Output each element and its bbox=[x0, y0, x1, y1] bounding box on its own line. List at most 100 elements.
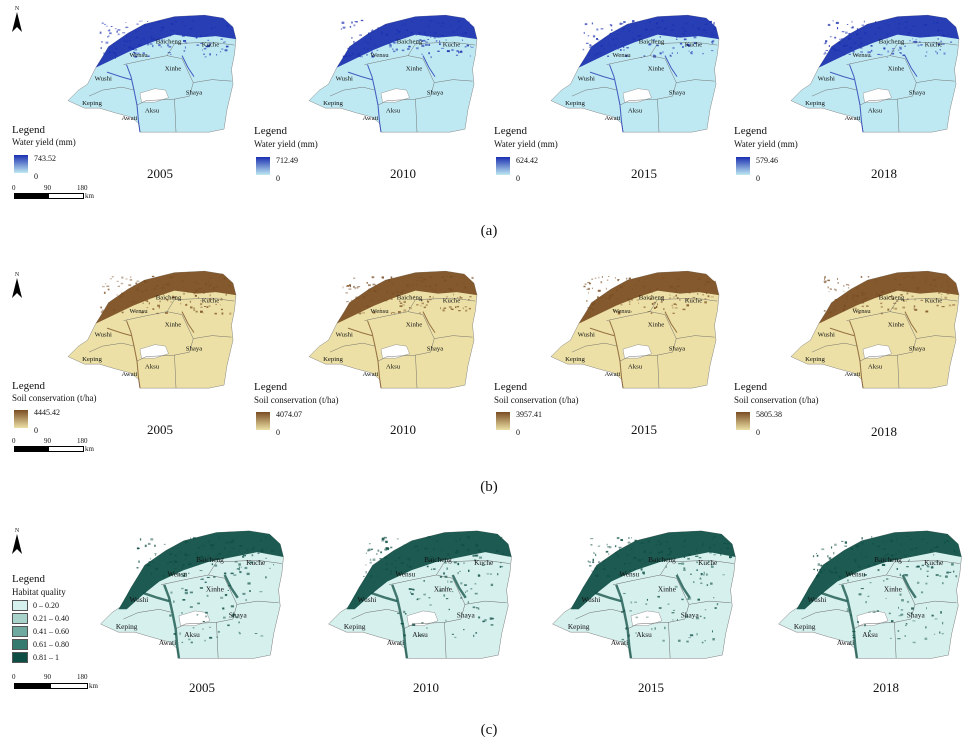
raster-pixel bbox=[482, 620, 485, 623]
raster-pixel bbox=[601, 301, 603, 303]
raster-pixel bbox=[648, 44, 651, 46]
river bbox=[609, 320, 624, 389]
raster-pixel bbox=[196, 555, 199, 558]
county-border bbox=[585, 342, 618, 347]
panel-label: (b) bbox=[480, 479, 498, 495]
raster-pixel bbox=[209, 294, 211, 297]
raster-pixel bbox=[902, 54, 906, 57]
county-border bbox=[825, 86, 858, 91]
raster-pixel bbox=[656, 44, 659, 47]
raster-pixel bbox=[614, 545, 617, 548]
raster-pixel bbox=[444, 562, 447, 564]
raster-pixel bbox=[881, 290, 884, 293]
raster-pixel bbox=[121, 311, 124, 314]
raster-pixel bbox=[681, 33, 685, 35]
raster-pixel bbox=[886, 33, 889, 36]
raster-pixel bbox=[862, 292, 866, 295]
raster-pixel bbox=[834, 571, 838, 574]
raster-pixel bbox=[221, 48, 224, 50]
raster-pixel bbox=[227, 589, 229, 591]
raster-pixel bbox=[891, 306, 894, 309]
county-border bbox=[174, 355, 177, 389]
raster-pixel bbox=[226, 24, 228, 27]
raster-pixel bbox=[699, 29, 702, 31]
raster-pixel bbox=[681, 598, 684, 601]
raster-pixel bbox=[658, 544, 662, 546]
raster-pixel bbox=[940, 296, 942, 298]
raster-pixel bbox=[209, 626, 211, 628]
raster-pixel bbox=[342, 286, 344, 289]
place-label: Keping bbox=[323, 356, 343, 363]
raster-pixel bbox=[729, 556, 732, 559]
raster-pixel bbox=[856, 28, 859, 31]
raster-pixel bbox=[169, 34, 171, 37]
legend-min: 0 bbox=[756, 428, 760, 437]
raster-pixel bbox=[216, 558, 219, 561]
place-label: Wensu bbox=[619, 570, 639, 579]
legend-title: Legend bbox=[734, 381, 767, 393]
county-border bbox=[912, 335, 955, 353]
raster-pixel bbox=[204, 277, 206, 280]
raster-pixel bbox=[838, 41, 840, 44]
raster-pixel bbox=[870, 45, 873, 47]
high-value-zone bbox=[818, 15, 959, 68]
raster-pixel bbox=[933, 546, 936, 549]
raster-pixel bbox=[591, 303, 594, 306]
raster-pixel bbox=[210, 27, 214, 29]
raster-pixel bbox=[450, 25, 452, 27]
place-label: Aksu bbox=[145, 364, 160, 371]
raster-pixel bbox=[713, 280, 716, 283]
raster-pixel bbox=[425, 285, 427, 287]
raster-pixel bbox=[464, 591, 466, 594]
county-border bbox=[388, 574, 437, 586]
raster-pixel bbox=[863, 574, 867, 576]
raster-pixel bbox=[621, 23, 624, 25]
raster-pixel bbox=[353, 41, 356, 44]
raster-pixel bbox=[941, 29, 943, 32]
raster-pixel bbox=[870, 49, 873, 52]
raster-pixel bbox=[429, 558, 433, 562]
raster-pixel bbox=[863, 20, 865, 23]
raster-pixel bbox=[395, 41, 397, 44]
county-border bbox=[811, 345, 826, 353]
raster-pixel bbox=[647, 540, 650, 543]
raster-pixel bbox=[199, 288, 202, 289]
raster-pixel bbox=[153, 287, 156, 290]
raster-pixel bbox=[591, 278, 594, 280]
raster-pixel bbox=[453, 561, 457, 564]
raster-pixel bbox=[587, 35, 590, 37]
raster-pixel bbox=[230, 605, 234, 608]
raster-pixel bbox=[173, 276, 175, 278]
raster-pixel bbox=[172, 563, 175, 565]
county-border bbox=[436, 560, 510, 576]
raster-pixel bbox=[102, 285, 105, 288]
raster-pixel bbox=[920, 44, 923, 46]
raster-pixel bbox=[424, 547, 428, 550]
county-border bbox=[801, 612, 817, 620]
county-border bbox=[407, 41, 476, 56]
raster-pixel bbox=[413, 295, 415, 298]
raster-pixel bbox=[369, 561, 372, 564]
raster-pixel bbox=[873, 563, 877, 566]
place-label: Awati bbox=[363, 115, 379, 122]
raster-pixel bbox=[183, 572, 187, 575]
raster-pixel bbox=[838, 575, 841, 578]
raster-pixel bbox=[348, 284, 351, 287]
place-label: Kuche bbox=[698, 558, 717, 567]
place-label: Awati bbox=[605, 115, 621, 122]
place-label: Kuche bbox=[925, 42, 943, 49]
raster-pixel bbox=[146, 564, 150, 567]
place-label: Awati bbox=[122, 371, 138, 378]
raster-pixel bbox=[228, 284, 231, 287]
county-border bbox=[160, 574, 209, 586]
study-area-map: BaichengWensuKucheXinheWushiShayaKepingA… bbox=[100, 530, 284, 659]
raster-pixel bbox=[705, 280, 708, 283]
raster-pixel bbox=[607, 55, 610, 57]
raster-pixel bbox=[876, 292, 878, 296]
raster-pixel bbox=[426, 565, 429, 568]
raster-pixel bbox=[184, 589, 188, 592]
river bbox=[594, 591, 622, 603]
raster-pixel bbox=[627, 541, 631, 544]
legend-subtitle: Soil conservation (t/ha) bbox=[12, 393, 97, 403]
raster-pixel bbox=[930, 566, 934, 569]
